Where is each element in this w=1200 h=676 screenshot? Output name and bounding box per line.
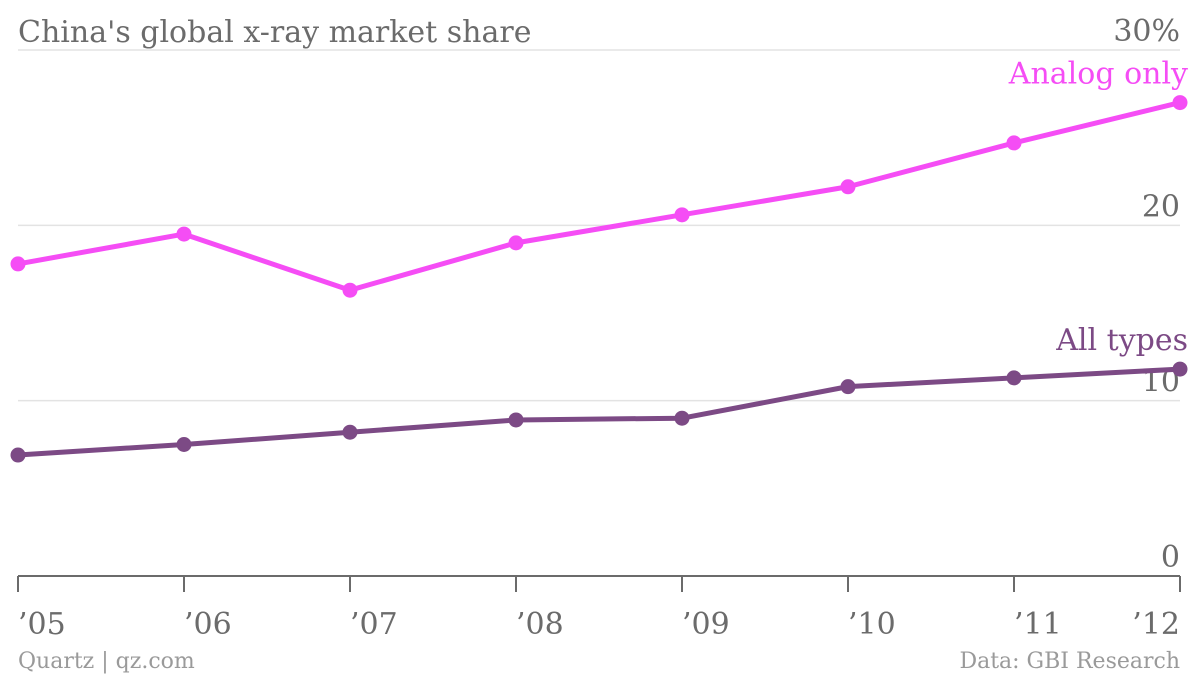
data-point-analog-only <box>10 256 26 272</box>
data-point-all-types <box>508 412 524 428</box>
y-tick-label: 30% <box>1113 14 1180 49</box>
series-lines <box>10 95 1188 463</box>
data-point-all-types <box>176 437 192 452</box>
x-tick-label: ’11 <box>1014 607 1062 642</box>
data-point-analog-only <box>840 179 856 195</box>
data-point-all-types <box>1006 370 1022 386</box>
y-tick-label: 0 <box>1161 540 1180 575</box>
data-point-analog-only <box>1172 95 1188 111</box>
data-point-analog-only <box>674 207 690 223</box>
x-tick-label: ’08 <box>516 607 564 642</box>
x-tick-label: ’09 <box>682 607 730 642</box>
x-tick-label: ’05 <box>18 607 66 642</box>
data-point-all-types <box>1172 361 1188 377</box>
data-point-all-types <box>674 410 690 426</box>
data-point-all-types <box>10 447 26 463</box>
footer-source-left: Quartz | qz.com <box>18 649 195 674</box>
x-tick-label: ’06 <box>184 607 232 642</box>
series-line-analog-only <box>15 100 1183 293</box>
chart-title: China's global x-ray market share <box>18 15 531 50</box>
series-label-all-types: All types <box>1055 323 1188 358</box>
x-axis-ticks: ’05 ’06 ’07 ’08 ’09 ’10 ’11 ’12 <box>17 576 1181 642</box>
data-point-analog-only <box>176 226 192 242</box>
data-point-analog-only <box>342 282 358 298</box>
series-line-all-types <box>15 366 1183 458</box>
data-point-analog-only <box>508 235 524 251</box>
series-labels: Analog only All types <box>1008 57 1188 359</box>
series-label-analog-only: Analog only <box>1008 57 1188 92</box>
x-tick-label: ’10 <box>848 607 896 642</box>
y-tick-label: 20 <box>1142 189 1180 224</box>
data-point-analog-only <box>1006 135 1022 151</box>
x-tick-label: ’12 <box>1132 607 1180 642</box>
x-tick-label: ’07 <box>350 607 398 642</box>
data-point-all-types <box>840 379 856 395</box>
gridlines <box>18 49 1180 577</box>
footer-source-right: Data: GBI Research <box>959 649 1180 674</box>
data-point-all-types <box>342 424 358 440</box>
